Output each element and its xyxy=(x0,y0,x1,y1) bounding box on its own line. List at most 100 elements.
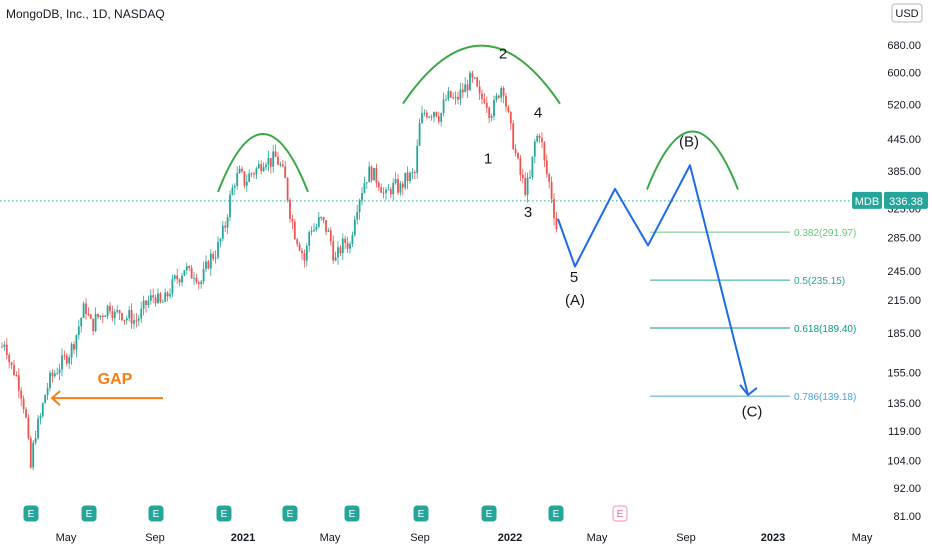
candle-body xyxy=(305,245,308,261)
candle-body xyxy=(147,300,150,305)
candle-body xyxy=(459,89,462,100)
y-tick-label: 185.00 xyxy=(887,328,921,340)
candle-body xyxy=(310,231,313,233)
fib-level-label: 0.786(139.18) xyxy=(794,392,856,403)
candle-body xyxy=(541,137,543,143)
price-axis[interactable]: 680.00600.00520.00445.00385.00325.00285.… xyxy=(852,40,928,523)
candle-body xyxy=(49,372,51,389)
candle-body xyxy=(34,438,37,443)
earnings-marker[interactable]: E xyxy=(148,505,164,522)
candle-body xyxy=(313,229,315,232)
candle-body xyxy=(385,189,387,193)
candle-body xyxy=(248,173,251,182)
candle-body xyxy=(164,292,167,302)
candle-body xyxy=(197,282,200,284)
currency-label: USD xyxy=(895,8,918,20)
candle-body xyxy=(382,192,385,194)
earnings-marker[interactable]: E xyxy=(548,505,564,522)
candle-body xyxy=(500,87,503,98)
candle-body xyxy=(178,279,181,283)
earnings-marker[interactable]: E xyxy=(344,505,360,522)
candle-body xyxy=(236,173,239,187)
arc-curve xyxy=(646,130,739,190)
candle-body xyxy=(44,395,47,404)
y-tick-label: 680.00 xyxy=(887,40,921,52)
candle-body xyxy=(308,232,311,246)
candle-body xyxy=(397,179,399,193)
earnings-marker[interactable]: E xyxy=(23,505,39,522)
candle-body xyxy=(394,179,397,183)
candle-body xyxy=(243,171,246,186)
candle-body xyxy=(341,238,344,254)
candle-body xyxy=(389,189,392,195)
candle-body xyxy=(517,152,519,159)
candle-body xyxy=(344,238,347,243)
candle-body xyxy=(303,253,306,261)
candle-body xyxy=(483,98,486,103)
wave-label: 4 xyxy=(534,105,542,122)
candle-body xyxy=(421,113,423,123)
candle-body xyxy=(442,99,445,114)
arcs-layer xyxy=(217,44,739,193)
fib-level-label: 0.618(189.40) xyxy=(794,324,856,335)
candle-body xyxy=(219,238,222,242)
candle-body xyxy=(157,293,159,304)
time-axis[interactable]: May Sep 2021 May Sep 2022 May Sep 2023 May xyxy=(56,532,873,544)
y-tick-label: 445.00 xyxy=(887,134,921,146)
candle-body xyxy=(365,182,368,184)
candle-body xyxy=(519,158,522,175)
candle-body xyxy=(133,320,135,324)
candle-body xyxy=(109,305,111,312)
y-tick-label: 385.00 xyxy=(887,166,921,178)
earnings-marker[interactable]: E xyxy=(481,505,497,522)
candle-body xyxy=(497,95,500,98)
candle-body xyxy=(260,164,263,172)
candle-body xyxy=(253,173,255,175)
candle-body xyxy=(301,250,303,254)
candle-body xyxy=(171,278,174,295)
candle-body xyxy=(125,318,128,321)
price-tag-symbol: MDB xyxy=(855,196,879,208)
candle-body xyxy=(101,315,104,318)
candle-body xyxy=(135,320,138,322)
candle-body xyxy=(56,373,59,375)
candle-body xyxy=(505,95,507,107)
candle-body xyxy=(207,261,210,269)
candle-body xyxy=(85,303,87,315)
earnings-letter: E xyxy=(553,509,560,520)
candle-body xyxy=(262,167,265,172)
candle-body xyxy=(454,96,457,98)
candle-body xyxy=(128,310,131,319)
candle-body xyxy=(363,183,366,193)
x-tick-label: Sep xyxy=(145,532,165,544)
earnings-marker[interactable]: E xyxy=(81,505,97,522)
candle-body xyxy=(111,311,114,318)
candle-body xyxy=(399,183,402,193)
candle-body xyxy=(538,135,541,138)
candle-body xyxy=(320,217,323,219)
candle-body xyxy=(358,200,361,213)
currency-button[interactable]: USD xyxy=(891,3,923,23)
candle-body xyxy=(495,95,498,100)
candle-body xyxy=(53,373,56,377)
candle-body xyxy=(543,142,546,161)
candle-body xyxy=(545,160,548,175)
candle-body xyxy=(437,116,440,122)
earnings-marker[interactable]: E xyxy=(612,505,628,522)
wave-label: 1 xyxy=(484,151,492,168)
candle-body xyxy=(464,84,467,93)
earnings-letter: E xyxy=(418,509,425,520)
earnings-marker[interactable]: E xyxy=(216,505,232,522)
candle-body xyxy=(152,295,155,298)
earnings-marker[interactable]: E xyxy=(282,505,298,522)
earnings-marker[interactable]: E xyxy=(413,505,429,522)
candle-body xyxy=(190,267,193,279)
price-tag-symbol-bg xyxy=(852,191,882,209)
candle-body xyxy=(121,313,123,321)
candle-body xyxy=(51,372,54,377)
candle-body xyxy=(118,310,121,314)
arc-curve xyxy=(217,132,309,193)
candle-body xyxy=(1,346,3,348)
